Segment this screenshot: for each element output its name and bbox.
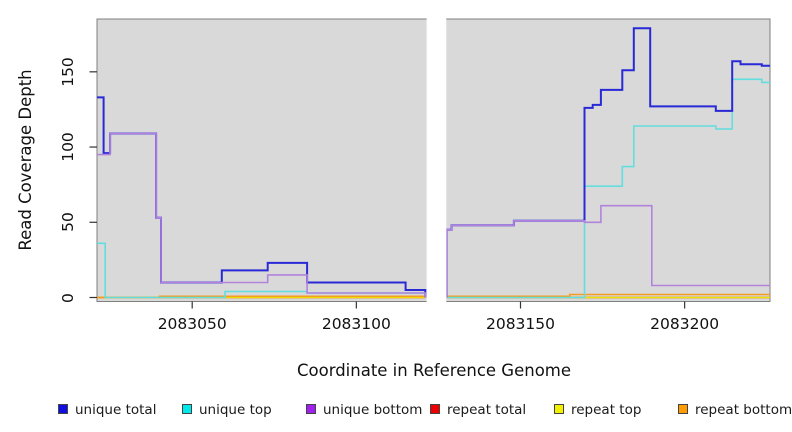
legend-swatch-icon [58, 404, 68, 414]
y-axis-title: Read Coverage Depth [16, 69, 35, 251]
series-line-unique-top-seg1 [446, 78, 770, 299]
legend-swatch-icon [182, 404, 192, 414]
legend-swatch-icon [678, 404, 688, 414]
x-tick-label-2: 2083150 [485, 315, 555, 333]
y-tick-label-1: 50 [59, 212, 77, 233]
y-tick-label-0: 0 [59, 292, 77, 303]
y-tick-label-3: 150 [59, 57, 77, 87]
x-tick-label-1: 2083100 [321, 315, 391, 333]
x-axis-title: Coordinate in Reference Genome [296, 361, 572, 380]
legend-swatch-icon [430, 404, 440, 414]
legend-label: unique bottom [323, 402, 423, 418]
x-tick-label-0: 2083050 [157, 315, 227, 333]
legend-label: unique top [199, 402, 272, 418]
legend-label: repeat top [571, 402, 642, 418]
series-line-unique-bottom-seg1 [445, 204, 770, 298]
series-line-unique-bottom-seg0 [97, 132, 427, 298]
legend-swatch-icon [306, 404, 316, 414]
no-data-gap [426, 17, 447, 303]
series-line-repeat-bottom-seg1 [446, 293, 770, 298]
legend-label: repeat total [447, 402, 527, 418]
legend-label: repeat bottom [695, 402, 792, 418]
legend-label: unique total [75, 402, 157, 418]
x-tick-label-3: 2083200 [650, 315, 720, 333]
legend-swatch-icon [554, 404, 564, 414]
y-tick-label-2: 100 [59, 132, 77, 162]
